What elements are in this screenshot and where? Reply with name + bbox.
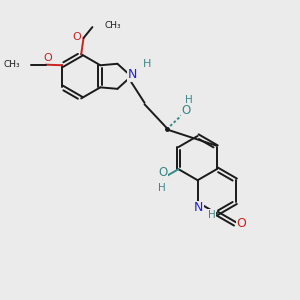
Text: H: H: [185, 95, 193, 106]
Text: O: O: [236, 217, 246, 230]
Text: N: N: [128, 68, 137, 81]
Text: CH₃: CH₃: [3, 60, 20, 69]
Text: O: O: [182, 104, 191, 117]
Text: CH₃: CH₃: [105, 21, 122, 30]
Text: H: H: [208, 210, 215, 220]
Text: H: H: [143, 59, 152, 69]
Text: N: N: [194, 201, 203, 214]
Text: O: O: [73, 32, 81, 42]
Text: O: O: [44, 52, 52, 63]
Text: H: H: [158, 183, 166, 193]
Text: O: O: [158, 166, 167, 179]
